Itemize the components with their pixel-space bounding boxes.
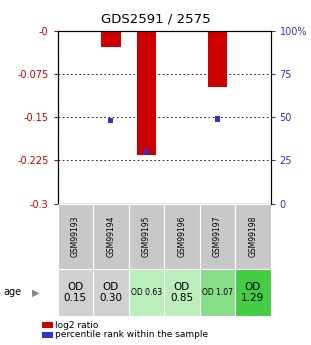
Bar [93,204,128,269]
Bar [128,204,164,269]
Bar [101,31,121,47]
Text: OD 1.07: OD 1.07 [202,288,233,297]
Bar [235,269,271,316]
Text: OD
0.30: OD 0.30 [99,282,122,303]
Text: GSM99198: GSM99198 [248,216,257,257]
Text: GSM99197: GSM99197 [213,216,222,257]
Text: OD
0.15: OD 0.15 [64,282,87,303]
Text: ▶: ▶ [32,287,39,297]
Text: OD
1.29: OD 1.29 [241,282,264,303]
Text: OD 0.63: OD 0.63 [131,288,162,297]
Bar [58,204,93,269]
Text: GSM99196: GSM99196 [177,216,186,257]
Bar [207,31,227,87]
Bar [215,117,220,122]
Bar [137,31,156,155]
Text: log2 ratio: log2 ratio [55,321,99,330]
Bar [235,204,271,269]
Bar [128,269,164,316]
Bar [200,204,235,269]
Bar [109,118,113,124]
Bar [164,269,200,316]
Text: GDS2591 / 2575: GDS2591 / 2575 [101,12,210,25]
Text: age: age [3,287,21,297]
Text: GSM99194: GSM99194 [106,216,115,257]
Bar [58,269,93,316]
Bar [200,269,235,316]
Text: percentile rank within the sample: percentile rank within the sample [55,331,208,339]
Bar [93,269,128,316]
Text: GSM99195: GSM99195 [142,216,151,257]
Text: OD
0.85: OD 0.85 [170,282,193,303]
Bar [164,204,200,269]
Bar [144,149,149,155]
Text: GSM99193: GSM99193 [71,216,80,257]
